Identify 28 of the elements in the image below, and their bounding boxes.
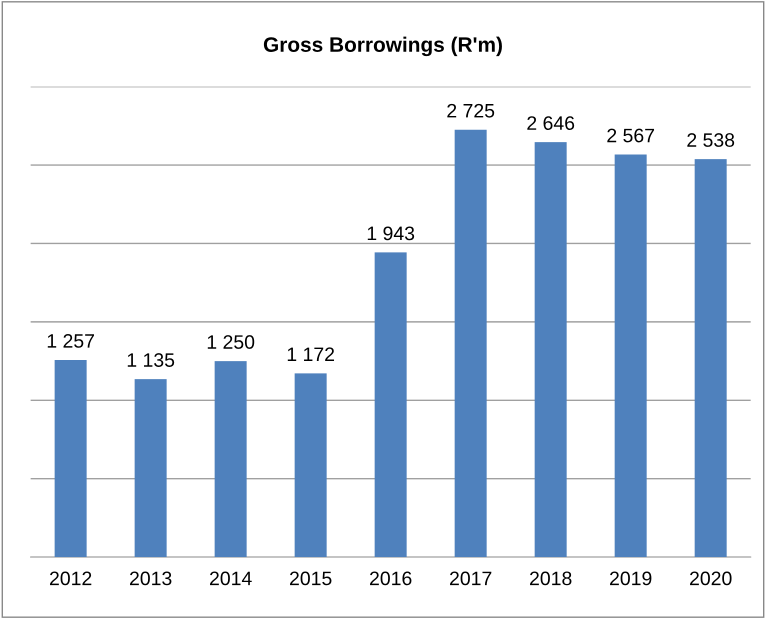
bar (214, 361, 247, 558)
x-tick-label: 2014 (210, 572, 252, 586)
bar (374, 252, 407, 558)
data-label: 1 250 (208, 335, 254, 349)
data-label: 2 725 (447, 104, 494, 118)
bar (694, 159, 727, 558)
bar (614, 154, 647, 558)
data-label: 1 257 (48, 334, 94, 348)
bar (534, 142, 567, 558)
x-tick-label: 2018 (530, 572, 572, 586)
bar (294, 373, 327, 558)
x-tick-label: 2017 (450, 572, 492, 586)
data-label: 2 646 (527, 116, 574, 130)
x-tick-label: 2015 (290, 572, 332, 586)
chart-title: Gross Borrowings (R'm) (264, 36, 502, 56)
data-label: 1 135 (128, 353, 174, 367)
data-label: 1 172 (288, 347, 334, 361)
x-tick-label: 2012 (50, 572, 92, 586)
x-tick-label: 2016 (370, 572, 412, 586)
x-tick-label: 2019 (610, 572, 652, 586)
x-tick-label: 2013 (130, 572, 172, 586)
data-label: 2 567 (607, 128, 654, 142)
data-label: 1 943 (368, 226, 414, 240)
bar (134, 379, 167, 558)
bar (54, 360, 87, 558)
x-tick-label: 2020 (690, 572, 732, 586)
data-label: 2 538 (687, 133, 734, 147)
bar (454, 130, 487, 558)
